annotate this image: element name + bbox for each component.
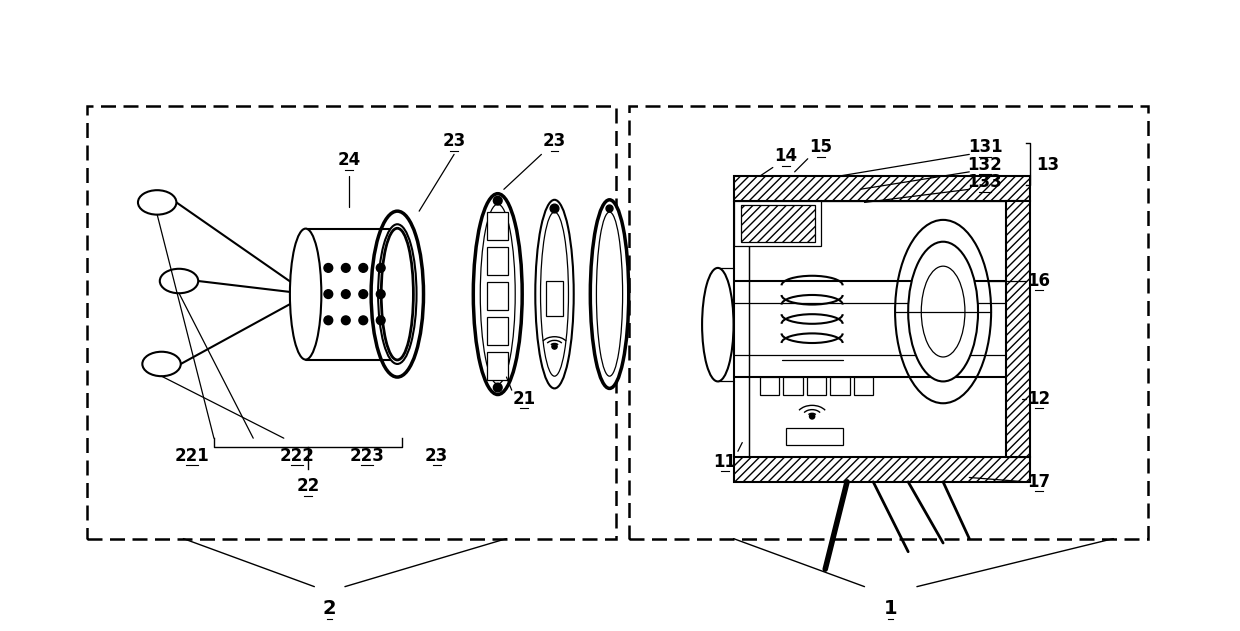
Bar xyxy=(740,205,815,242)
Ellipse shape xyxy=(921,266,965,357)
Text: 16: 16 xyxy=(1028,272,1050,290)
Ellipse shape xyxy=(596,212,622,376)
Bar xyxy=(487,212,508,240)
Ellipse shape xyxy=(908,242,978,381)
Ellipse shape xyxy=(590,200,629,389)
Ellipse shape xyxy=(143,351,181,376)
Bar xyxy=(807,377,826,394)
Text: 132: 132 xyxy=(967,156,1002,174)
Circle shape xyxy=(341,264,350,272)
Text: 222: 222 xyxy=(279,447,314,464)
Text: 24: 24 xyxy=(337,151,361,170)
Ellipse shape xyxy=(378,224,417,364)
Circle shape xyxy=(377,264,386,272)
Circle shape xyxy=(377,316,386,325)
Circle shape xyxy=(341,316,350,325)
Text: 23: 23 xyxy=(543,133,567,150)
Bar xyxy=(487,351,508,380)
Text: 13: 13 xyxy=(1037,156,1059,174)
Bar xyxy=(760,377,779,394)
Bar xyxy=(749,201,1006,457)
Text: 1: 1 xyxy=(884,599,898,618)
Bar xyxy=(87,107,615,539)
Circle shape xyxy=(810,414,815,419)
Text: 23: 23 xyxy=(425,447,448,464)
Ellipse shape xyxy=(371,211,424,377)
Text: 221: 221 xyxy=(175,447,210,464)
Circle shape xyxy=(341,290,350,298)
Ellipse shape xyxy=(480,204,515,384)
Bar xyxy=(784,377,802,394)
Circle shape xyxy=(494,196,502,205)
Ellipse shape xyxy=(138,190,176,215)
Circle shape xyxy=(377,290,386,298)
Text: 133: 133 xyxy=(967,174,1002,191)
Bar xyxy=(487,247,508,275)
Circle shape xyxy=(358,264,367,272)
Circle shape xyxy=(324,264,332,272)
Bar xyxy=(487,317,508,345)
Text: 223: 223 xyxy=(350,447,384,464)
Circle shape xyxy=(324,316,332,325)
Text: 23: 23 xyxy=(443,133,466,150)
Bar xyxy=(487,282,508,310)
Circle shape xyxy=(552,344,557,349)
Bar xyxy=(786,428,843,445)
Bar xyxy=(629,107,1148,539)
Circle shape xyxy=(551,204,559,213)
Ellipse shape xyxy=(290,228,321,360)
Bar xyxy=(734,457,1030,482)
Text: 14: 14 xyxy=(774,147,797,165)
Circle shape xyxy=(358,316,367,325)
Text: 131: 131 xyxy=(967,138,1002,156)
Bar xyxy=(831,377,849,394)
Bar xyxy=(546,281,563,316)
Text: 22: 22 xyxy=(296,477,320,495)
Bar xyxy=(734,176,1030,201)
Ellipse shape xyxy=(895,220,991,403)
Circle shape xyxy=(358,290,367,298)
Ellipse shape xyxy=(474,194,522,394)
Text: 21: 21 xyxy=(512,390,536,408)
Ellipse shape xyxy=(541,212,568,376)
Ellipse shape xyxy=(160,269,198,293)
Circle shape xyxy=(324,290,332,298)
Circle shape xyxy=(494,383,502,392)
Bar xyxy=(854,377,873,394)
Text: 17: 17 xyxy=(1028,473,1050,491)
Text: 11: 11 xyxy=(713,453,737,471)
Ellipse shape xyxy=(536,200,574,389)
Ellipse shape xyxy=(702,268,734,381)
Text: 12: 12 xyxy=(1028,390,1050,408)
Bar xyxy=(1006,201,1030,457)
Ellipse shape xyxy=(382,228,413,360)
Bar xyxy=(734,201,821,246)
Ellipse shape xyxy=(382,228,413,360)
Text: 2: 2 xyxy=(322,599,336,618)
Text: 15: 15 xyxy=(810,138,832,156)
Circle shape xyxy=(606,205,613,212)
